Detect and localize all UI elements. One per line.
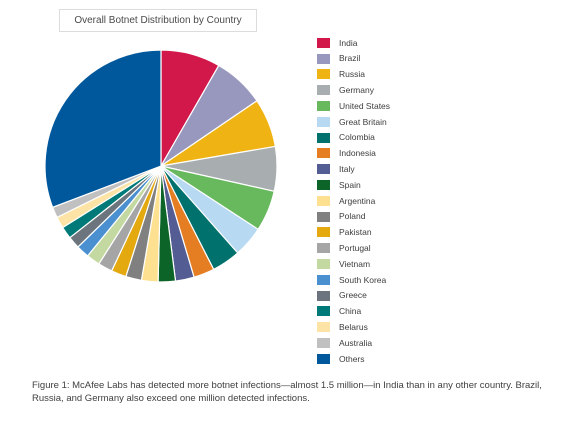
legend-item: Colombia [317,130,390,146]
legend-label: United States [339,100,391,111]
legend-swatch [317,338,330,349]
legend-label: Greece [339,290,367,301]
legend-label: Portugal [339,243,371,253]
legend-label: Argentina [339,195,376,206]
legend-swatch [317,243,330,254]
legend-item: Germany [317,82,390,98]
legend-swatch [317,227,330,238]
legend-swatch [317,148,330,159]
legend-swatch [317,322,330,333]
legend-item: United States [317,98,390,114]
legend-label: Brazil [339,53,361,64]
legend-label: Spain [339,179,361,190]
legend-item: Brazil [317,51,390,67]
legend-label: India [339,37,358,48]
legend-swatch [317,306,330,317]
legend-swatch [317,259,330,270]
legend-swatch [317,353,330,364]
legend-item: Australia [317,335,390,351]
legend-swatch [317,211,330,222]
chart-legend: India Brazil Russia Germany United States Gre… [317,35,390,367]
legend-item: Others [317,351,390,367]
legend-label: Great Britain [339,116,387,127]
legend-item: Great Britain [317,114,390,130]
legend-item: Vietnam [317,256,390,272]
legend-item: Belarus [317,319,390,335]
legend-item: India [317,35,390,51]
figure-caption: Figure 1: McAfee Labs has detected more … [32,380,542,404]
legend-label: Germany [339,85,374,96]
legend-label: Italy [339,164,355,175]
legend-swatch [317,164,330,175]
legend-swatch [317,37,330,48]
legend-swatch [317,274,330,285]
legend-label: Colombia [339,132,375,143]
legend-item: Poland [317,209,390,225]
legend-label: Russia [339,69,365,80]
legend-label: China [339,306,362,317]
legend-label: Australia [339,337,373,348]
legend-label: Poland [339,211,366,222]
legend-label: Pakistan [339,227,372,238]
pie-slice-others [44,49,162,209]
legend-swatch [317,101,330,112]
chart-title: Overall Botnet Distribution by Country [59,9,257,32]
legend-label: Others [339,353,365,364]
legend-swatch [317,85,330,96]
legend-swatch [317,69,330,80]
legend-swatch [317,290,330,301]
legend-item: South Korea [317,272,390,288]
legend-item: Indonesia [317,146,390,162]
legend-item: Pakistan [317,225,390,241]
legend-label: Vietnam [339,258,371,269]
legend-item: Russia [317,67,390,83]
legend-item: Greece [317,288,390,304]
legend-item: China [317,304,390,320]
legend-label: Belarus [339,321,368,332]
legend-swatch [317,116,330,127]
legend-swatch [317,180,330,191]
legend-item: Argentina [317,193,390,209]
legend-item: Spain [317,177,390,193]
legend-label: Indonesia [339,148,376,159]
legend-swatch [317,53,330,64]
legend-swatch [317,195,330,206]
legend-swatch [317,132,330,143]
legend-item: Portugal [317,240,390,256]
legend-label: South Korea [339,274,387,285]
legend-item: Italy [317,161,390,177]
